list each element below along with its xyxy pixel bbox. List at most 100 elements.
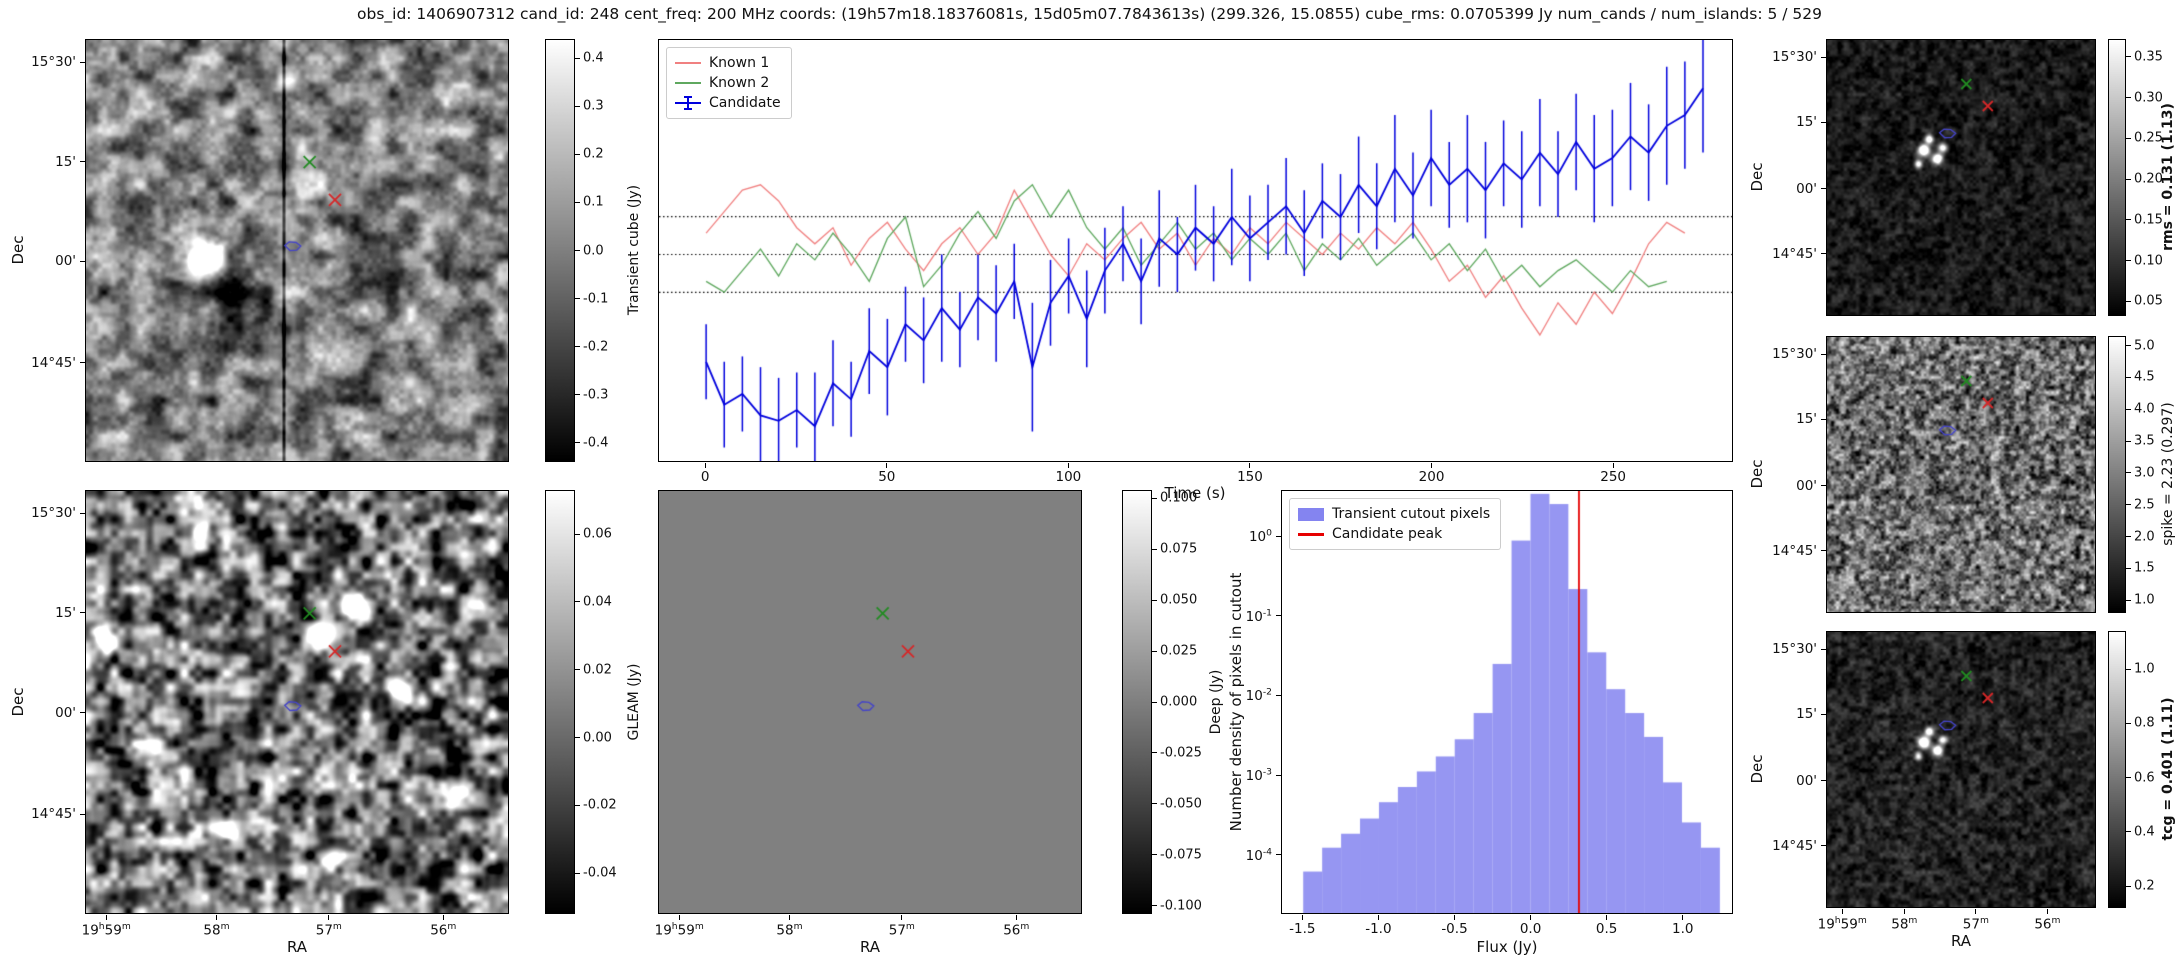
- flux-tick-label: -1.5: [1289, 921, 1316, 937]
- tcg-cutout-image: [1827, 632, 2095, 907]
- candidate-label: Candidate: [709, 95, 781, 111]
- transient-colorbar: [545, 39, 575, 462]
- tick-mark: [442, 915, 444, 920]
- tick-mark: [1276, 854, 1281, 856]
- lightcurve-legend: Known 1 Known 2 Candidate: [666, 47, 792, 119]
- tick-mark: [80, 260, 85, 262]
- tick-mark: [2126, 722, 2131, 724]
- tick-mark: [2126, 536, 2131, 538]
- tick-mark: [1377, 915, 1379, 920]
- ra-tick-label: 57m: [888, 921, 915, 939]
- time-axis-label: Time (s): [1164, 484, 1226, 502]
- deep-colorbar: [1122, 490, 1152, 914]
- colorbar-tick-label: 0.6: [2134, 770, 2155, 786]
- tick-mark: [1301, 915, 1303, 920]
- tick-mark: [80, 813, 85, 815]
- tick-mark: [575, 804, 580, 806]
- deep-ra-axis-label: RA: [859, 938, 881, 956]
- colorbar-tick-label: -0.04: [583, 865, 617, 881]
- tick-mark: [1903, 909, 1905, 914]
- spike-dec-axis-label: Dec: [1748, 459, 1766, 489]
- colorbar-tick-label: 0.2: [2134, 878, 2155, 894]
- transient-cutout-image: [86, 40, 508, 461]
- tick-mark: [1821, 418, 1826, 420]
- colorbar-tick-label: 0.25: [2134, 130, 2163, 146]
- tick-mark: [2126, 504, 2131, 506]
- tick-mark: [1606, 915, 1608, 920]
- histogram-panel: [1281, 490, 1733, 914]
- ra-tick-label: 19h59m: [81, 921, 131, 939]
- histogram-patch-key: [1298, 507, 1324, 521]
- tick-mark: [328, 915, 330, 920]
- dec-tick-label: 15°30': [1772, 49, 1817, 65]
- rms-dec-axis-label: Dec: [1748, 162, 1766, 192]
- tick-mark: [2126, 472, 2131, 474]
- spike-colorbar-gradient: [2109, 337, 2125, 612]
- tick-mark: [1152, 497, 1157, 499]
- tick-mark: [1152, 752, 1157, 754]
- tcg-ra-axis-label: RA: [1950, 932, 1972, 950]
- legend-item-known2: Known 2: [675, 73, 781, 93]
- time-tick-label: 150: [1237, 469, 1263, 485]
- tcg-colorbar: [2108, 631, 2126, 908]
- tick-mark: [80, 161, 85, 163]
- colorbar-tick-label: 0.20: [2134, 171, 2163, 187]
- tick-mark: [1821, 188, 1826, 190]
- legend-item-known1: Known 1: [675, 53, 781, 73]
- colorbar-tick-label: 0.10: [2134, 253, 2163, 269]
- colorbar-tick-label: 0.000: [1160, 694, 1198, 710]
- deep-colorbar-label: Deep (Jy): [1208, 669, 1224, 735]
- tick-mark: [704, 463, 706, 468]
- colorbar-tick-label: 1.5: [2134, 560, 2155, 576]
- colorbar-tick-label: 0.100: [1160, 490, 1198, 506]
- time-tick-label: 50: [878, 469, 896, 485]
- tick-mark: [1152, 905, 1157, 907]
- tick-mark: [1152, 803, 1157, 805]
- flux-axis-label: Flux (Jy): [1476, 938, 1538, 956]
- gleam-ra-axis-label: RA: [286, 938, 308, 956]
- dec-tick-label: 00': [55, 704, 76, 721]
- tick-mark: [1431, 463, 1433, 468]
- dec-tick-label: 15°30': [1772, 641, 1817, 657]
- gleam-colorbar: [545, 490, 575, 914]
- tick-mark: [2046, 909, 2048, 914]
- tick-mark: [1821, 485, 1826, 487]
- spike-colorbar: [2108, 336, 2126, 613]
- dec-tick-label: 15': [55, 153, 76, 170]
- colorbar-tick-label: 0.15: [2134, 212, 2163, 228]
- histogram-y-axis-label: Number density of pixels in cutout: [1227, 572, 1245, 832]
- flux-tick-label: 0.0: [1519, 921, 1542, 937]
- colorbar-tick-label: 0.025: [1160, 643, 1198, 659]
- peak-line-key: [1298, 532, 1324, 536]
- spike-colorbar-label: spike = 2.23 (0.297): [2160, 402, 2176, 546]
- tick-mark: [2126, 885, 2131, 887]
- colorbar-tick-label: 5.0: [2134, 338, 2155, 354]
- tick-mark: [2126, 97, 2131, 99]
- candidate-peak-label: Candidate peak: [1332, 526, 1443, 542]
- rms-colorbar-gradient: [2109, 40, 2125, 315]
- colorbar-tick-label: 0.00: [583, 730, 612, 746]
- tick-mark: [1821, 648, 1826, 650]
- deep-cutout-panel: [658, 490, 1082, 914]
- gleam-cutout-image: [86, 491, 508, 913]
- tick-mark: [2126, 260, 2131, 262]
- histogram-legend: Transient cutout pixels Candidate peak: [1289, 498, 1502, 550]
- time-tick-label: 250: [1600, 469, 1627, 485]
- dec-tick-label: 15': [55, 604, 76, 621]
- tick-mark: [1276, 615, 1281, 617]
- colorbar-tick-label: 0.35: [2134, 49, 2163, 65]
- tick-mark: [1975, 909, 1977, 914]
- tick-mark: [2126, 777, 2131, 779]
- tick-mark: [2126, 668, 2131, 670]
- colorbar-tick-label: 0.4: [583, 50, 604, 66]
- colorbar-tick-label: 1.0: [2134, 661, 2155, 677]
- tick-mark: [575, 737, 580, 739]
- gleam-dec-axis-label: Dec: [9, 687, 27, 717]
- tick-mark: [2126, 376, 2131, 378]
- tick-mark: [1821, 780, 1826, 782]
- colorbar-tick-label: 4.0: [2134, 401, 2155, 417]
- transient-dec-axis-label: Dec: [9, 235, 27, 265]
- deep-cutout-image: [659, 491, 1081, 913]
- tick-mark: [1821, 845, 1826, 847]
